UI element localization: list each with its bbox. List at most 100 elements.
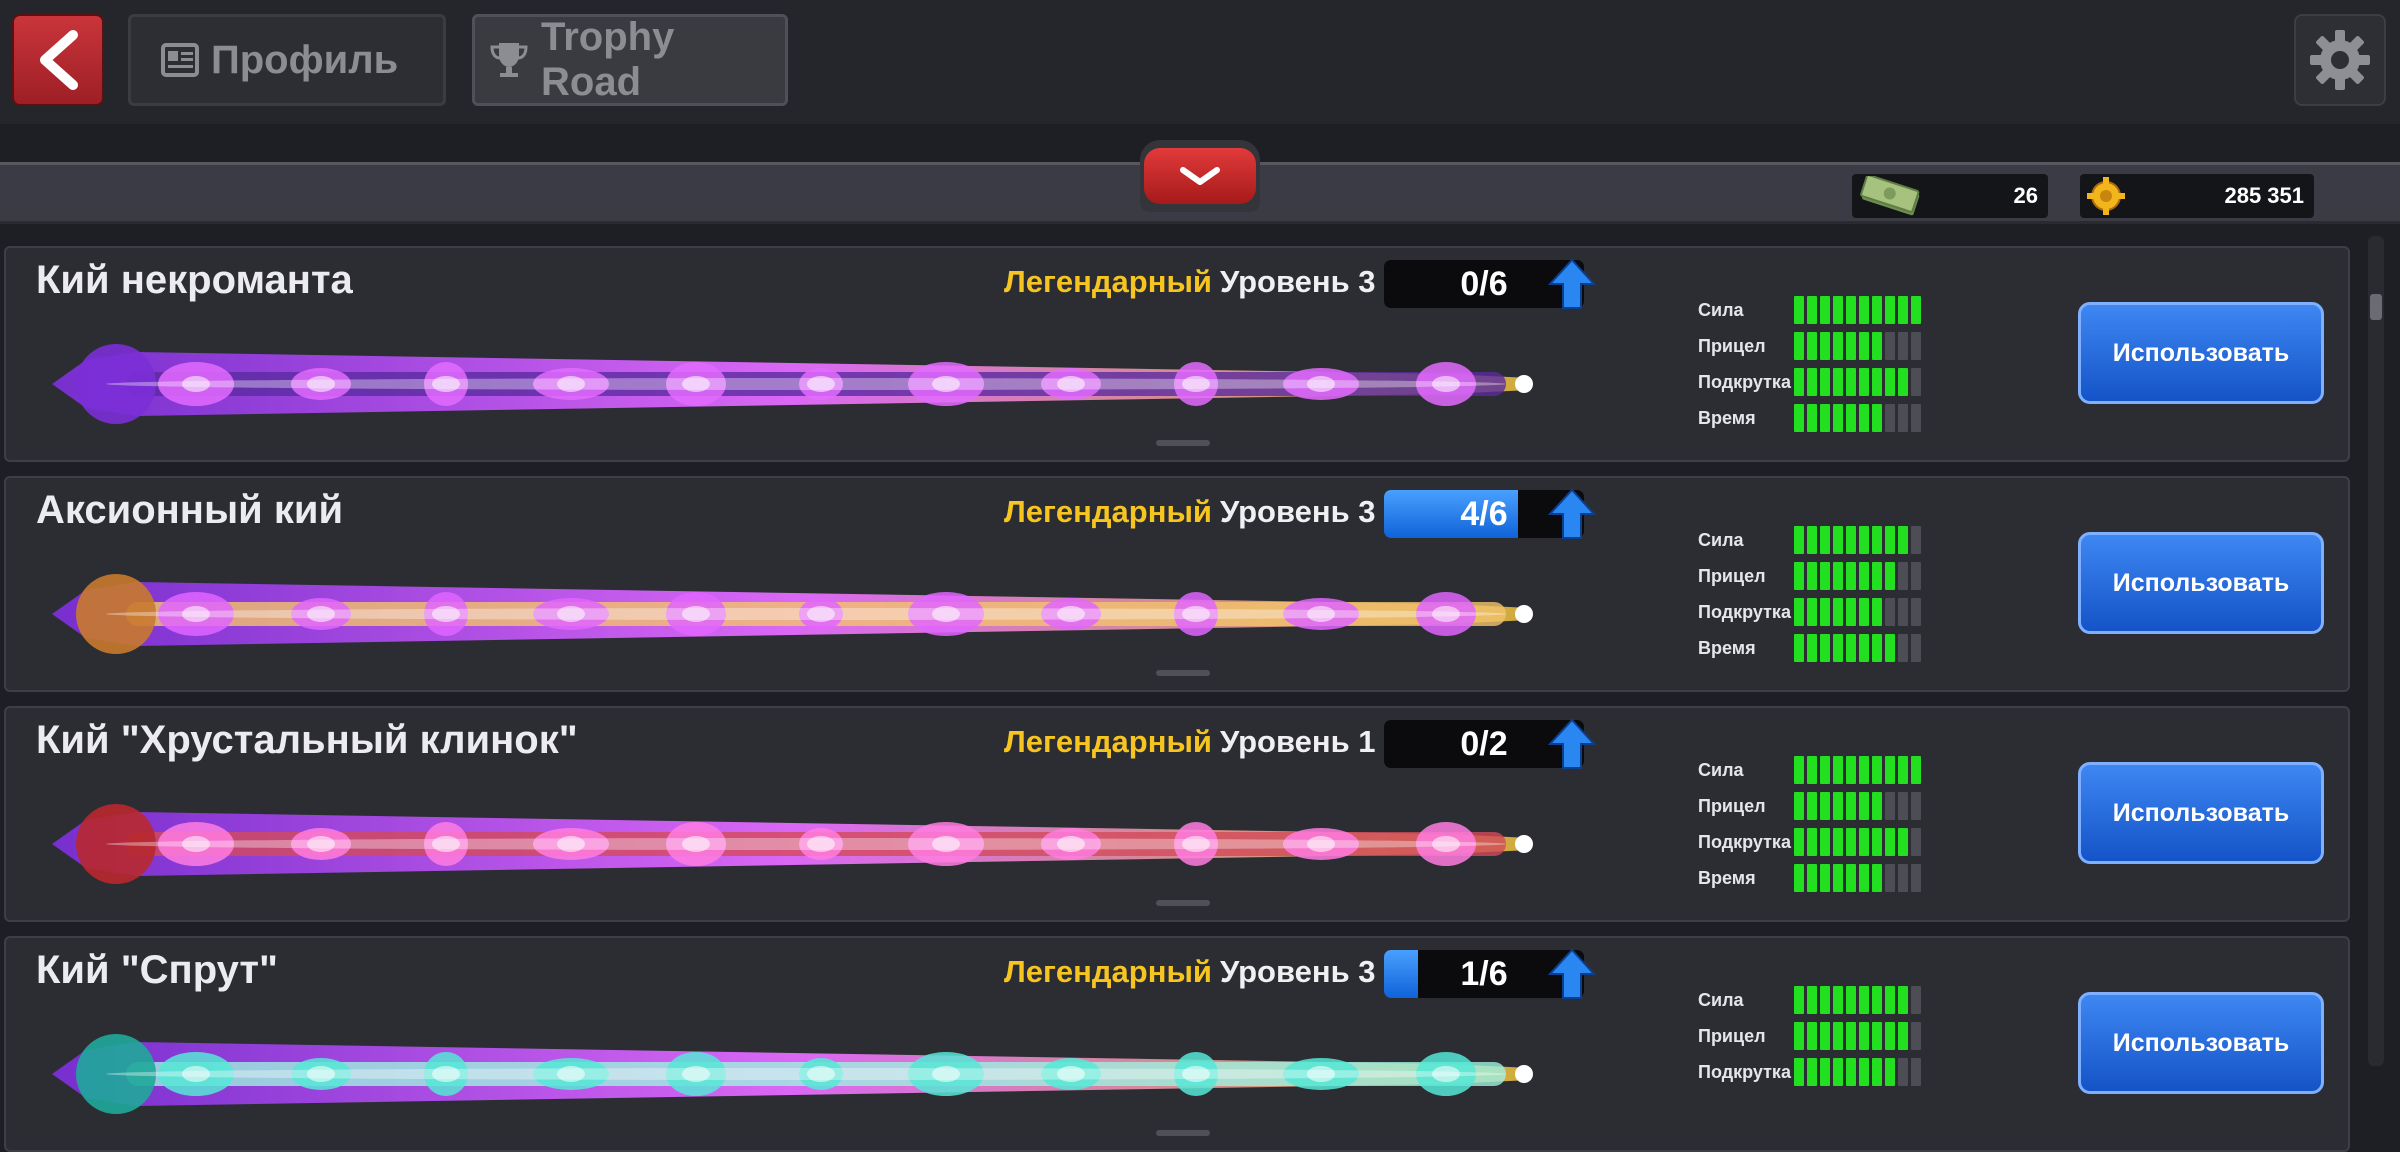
stat-bar-segment [1833,634,1843,662]
stat-meter [1794,368,1921,396]
stat-bar-segment [1807,332,1817,360]
stat-bar-segment [1911,1058,1921,1086]
tab-profile[interactable]: Профиль [128,14,446,106]
stat-bar-segment [1820,864,1830,892]
use-button[interactable]: Использовать [2078,302,2324,404]
stat-meter [1794,598,1921,626]
expand-handle[interactable] [1156,900,1210,906]
stat-bar-segment [1885,598,1895,626]
stat-row: Сила [1698,292,1921,328]
scrollbar-thumb[interactable] [2370,294,2382,320]
profile-card-icon [161,43,199,77]
stat-label: Прицел [1698,565,1766,586]
cue-card[interactable]: Кий "Спрут" Легендарный Уровень 3 1/6 Си… [4,936,2350,1152]
stat-bar-segment [1911,562,1921,590]
stat-bar-segment [1911,368,1921,396]
expand-handle[interactable] [1156,440,1210,446]
expand-handle[interactable] [1156,670,1210,676]
upgrade-progress-fill [1384,950,1418,998]
stat-bar-segment [1846,986,1856,1014]
tab-trophy-road[interactable]: Trophy Road [472,14,788,106]
back-button[interactable] [12,14,104,106]
use-button[interactable]: Использовать [2078,992,2324,1094]
stat-bar-segment [1872,296,1882,324]
stat-bar-segment [1833,526,1843,554]
stat-bar-segment [1859,634,1869,662]
settings-button[interactable] [2294,14,2386,106]
stat-label: Прицел [1698,1025,1766,1046]
cue-image [46,782,1546,917]
collapse-button[interactable] [1140,140,1260,212]
stat-bar-segment [1820,526,1830,554]
stat-bar-segment [1833,296,1843,324]
stat-bar-segment [1885,332,1895,360]
stat-bar-segment [1911,792,1921,820]
upgrade-progress-text: 4/6 [1460,494,1508,533]
stat-bar-segment [1872,986,1882,1014]
stat-bar-segment [1820,756,1830,784]
expand-handle[interactable] [1156,1130,1210,1136]
stat-bar-segment [1846,864,1856,892]
stat-row: Подкрутка [1698,1054,1921,1090]
stat-bar-segment [1911,1022,1921,1050]
stat-bar-segment [1833,598,1843,626]
stat-bar-segment [1807,1022,1817,1050]
stat-bar-segment [1872,792,1882,820]
stat-meter [1794,792,1921,820]
upgrade-arrow-icon[interactable] [1547,258,1597,315]
stat-bar-segment [1807,792,1817,820]
upgrade-arrow-icon[interactable] [1547,948,1597,1005]
upgrade-arrow-icon[interactable] [1547,488,1597,545]
trophy-icon [489,41,529,79]
scrollbar[interactable] [2368,236,2384,1066]
stat-meter [1794,986,1921,1014]
stat-bar-segment [1794,368,1804,396]
stat-meter [1794,526,1921,554]
stat-bar-segment [1885,404,1895,432]
stat-bar-segment [1833,1022,1843,1050]
stat-bar-segment [1820,296,1830,324]
stat-bar-segment [1898,368,1908,396]
stat-bar-segment [1807,526,1817,554]
upgrade-progress-text: 0/6 [1460,264,1508,303]
stat-bar-segment [1885,296,1895,324]
chevron-left-icon [40,30,78,90]
stat-bar-segment [1859,368,1869,396]
stat-bar-segment [1846,368,1856,396]
cue-level: Уровень 3 [1220,954,1376,989]
stat-bar-segment [1911,864,1921,892]
stat-bar-segment [1820,828,1830,856]
tab-profile-label: Профиль [211,37,399,82]
stat-bar-segment [1833,368,1843,396]
stat-bar-segment [1807,404,1817,432]
stat-bar-segment [1859,526,1869,554]
stat-bar-segment [1911,598,1921,626]
stat-bar-segment [1872,756,1882,784]
stat-meter [1794,296,1921,324]
stat-bar-segment [1794,792,1804,820]
stat-bar-segment [1885,368,1895,396]
stat-bar-segment [1885,634,1895,662]
stat-bar-segment [1898,1058,1908,1086]
stat-bar-segment [1820,634,1830,662]
cue-card[interactable]: Кий некроманта Легендарный Уровень 3 0/6… [4,246,2350,462]
stat-bar-segment [1898,864,1908,892]
upgrade-arrow-icon[interactable] [1547,718,1597,775]
stat-bar-segment [1794,864,1804,892]
cue-card[interactable]: Аксионный кий Легендарный Уровень 3 4/6 … [4,476,2350,692]
stat-bar-segment [1807,296,1817,324]
stat-bar-segment [1885,1058,1895,1086]
stat-bar-segment [1872,1022,1882,1050]
use-button[interactable]: Использовать [2078,762,2324,864]
stat-bar-segment [1859,1022,1869,1050]
stat-bar-segment [1911,634,1921,662]
stat-meter [1794,828,1921,856]
stat-label: Подкрутка [1698,601,1791,622]
stat-label: Время [1698,407,1756,428]
stat-bar-segment [1794,296,1804,324]
use-button[interactable]: Использовать [2078,532,2324,634]
upgrade-progress-fill [1384,490,1518,538]
cash-counter: 26 [1852,174,2048,218]
stat-label: Подкрутка [1698,1061,1791,1082]
cue-card[interactable]: Кий "Хрустальный клинок" Легендарный Уро… [4,706,2350,922]
